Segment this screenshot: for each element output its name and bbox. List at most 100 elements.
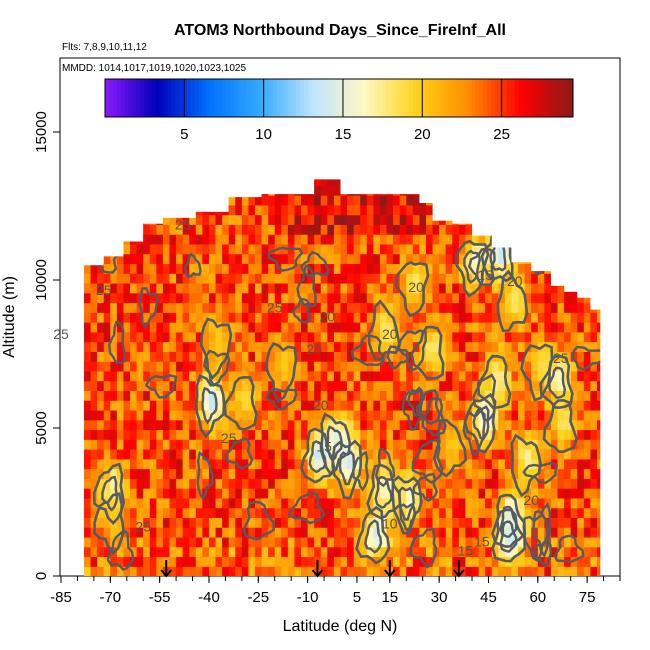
heat-cell (136, 341, 144, 352)
heat-cell (347, 566, 355, 577)
heat-cell (425, 409, 434, 421)
heat-cell (386, 400, 394, 411)
contour-label: 25 (175, 217, 191, 233)
heat-cell (379, 204, 388, 216)
heat-cell (320, 331, 328, 343)
heat-cell (557, 224, 565, 235)
heat-cell (149, 468, 157, 479)
heat-cell (261, 234, 269, 245)
contour-label: 25 (135, 519, 151, 535)
heat-cell (590, 488, 598, 499)
heat-cell (130, 380, 138, 392)
heat-cell (195, 439, 203, 450)
heat-cell (294, 400, 302, 411)
heat-cell (123, 429, 131, 440)
heat-cell (84, 439, 92, 450)
heat-cell (439, 546, 447, 558)
heat-cell (130, 370, 138, 382)
heat-cell (347, 536, 355, 548)
heat-cell (84, 507, 92, 518)
heat-cell (215, 302, 223, 313)
heat-cell (123, 370, 131, 382)
heat-cell (564, 166, 571, 176)
heat-cell (537, 273, 545, 284)
heat-cell (176, 449, 184, 460)
heat-cell (116, 179, 125, 186)
heat-cell (366, 224, 374, 235)
heat-cell (333, 195, 342, 206)
heat-cell (195, 185, 203, 196)
colorbar-segment (151, 79, 157, 117)
heat-cell (84, 195, 92, 206)
heat-cell (208, 204, 217, 216)
heat-cell (176, 478, 184, 489)
profile-marker-arrow (311, 560, 324, 578)
heat-cell (347, 204, 355, 216)
heat-cell (208, 351, 217, 362)
heat-cell (458, 351, 467, 362)
colorbar-segment (159, 79, 164, 117)
heat-cell (491, 488, 499, 499)
heat-cell (596, 458, 601, 470)
heat-cell (195, 253, 203, 265)
heat-cell (472, 195, 480, 206)
heat-cell (241, 185, 250, 196)
heat-cell (491, 429, 499, 440)
heat-cell (136, 322, 144, 333)
heat-cell (136, 185, 144, 196)
heat-cell (504, 361, 513, 372)
heat-cell (544, 370, 552, 382)
heat-cell (498, 341, 506, 352)
heat-cell (176, 439, 184, 450)
heat-cell (366, 179, 374, 186)
heat-cell (307, 331, 315, 343)
heat-cell (241, 449, 250, 460)
heat-cell (136, 234, 144, 245)
heat-cell (366, 322, 374, 333)
heat-cell (596, 263, 601, 274)
heat-cell (439, 253, 447, 265)
heat-cell (123, 400, 131, 411)
heat-cell (235, 361, 243, 372)
heat-cell (485, 380, 493, 392)
heat-cell (84, 419, 92, 431)
heat-cell (360, 488, 368, 499)
heat-cell (116, 263, 125, 274)
heat-cell (84, 497, 92, 509)
heat-cell (570, 400, 578, 411)
colorbar-segment (471, 79, 476, 117)
heat-cell (373, 234, 381, 245)
heat-cell (393, 380, 401, 392)
heat-cell (123, 331, 131, 343)
heat-cell (162, 195, 171, 206)
heat-cell (465, 546, 473, 558)
heat-cell (136, 449, 144, 460)
heatmap-layer (84, 166, 601, 577)
heat-cell (268, 507, 276, 518)
heat-cell (570, 263, 578, 274)
heat-cell (156, 263, 164, 274)
heat-cell (379, 556, 388, 567)
heat-cell (399, 361, 407, 372)
heat-cell (583, 370, 592, 382)
heat-cell (445, 429, 453, 440)
heat-cell (472, 488, 480, 499)
heat-cell (511, 390, 519, 401)
heat-cell (229, 166, 236, 176)
heat-cell (189, 458, 197, 470)
heat-cell (248, 273, 256, 284)
heat-cell (472, 263, 480, 274)
heat-cell (169, 273, 177, 284)
heat-cell (472, 429, 480, 440)
heat-cell (327, 361, 335, 372)
heat-cell (478, 292, 486, 304)
heat-cell (419, 214, 427, 225)
heat-cell (544, 449, 552, 460)
heat-cell (162, 400, 171, 411)
heat-cell (537, 331, 545, 343)
heat-cell (333, 361, 342, 372)
heat-cell (149, 497, 157, 509)
heat-cell (557, 546, 565, 558)
heat-cell (320, 185, 328, 196)
heat-cell (301, 292, 309, 304)
